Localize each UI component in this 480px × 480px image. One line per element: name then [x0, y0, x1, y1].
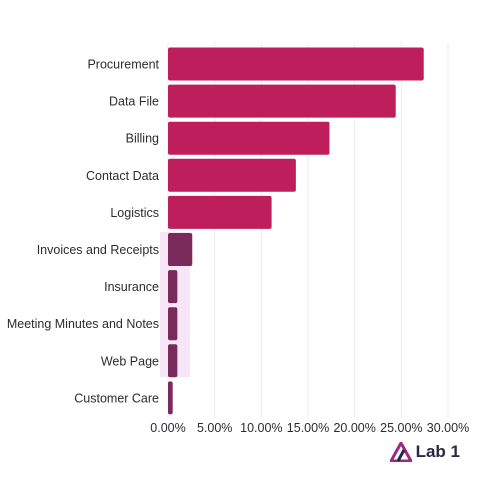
bar: [168, 158, 296, 192]
bar: [168, 381, 173, 415]
bars: [168, 47, 424, 415]
category-label: Invoices and Receipts: [37, 243, 159, 257]
bar: [168, 233, 193, 266]
category-label: Meeting Minutes and Notes: [7, 317, 159, 331]
category-label: Procurement: [87, 58, 159, 72]
bar: [168, 84, 396, 118]
x-tick-label: 15.00%: [287, 421, 329, 435]
category-labels: Procurement Data File Billing Contact Data L…: [7, 58, 160, 406]
category-label: Contact Data: [86, 169, 159, 183]
category-label: Insurance: [104, 280, 159, 294]
x-tick-label: 25.00%: [380, 421, 422, 435]
x-tick-label: 20.00%: [333, 421, 375, 435]
category-label: Billing: [126, 132, 159, 146]
brand-name: Lab 1: [415, 442, 460, 461]
lab-logo-icon: [389, 442, 412, 462]
category-label: Web Page: [101, 354, 159, 368]
category-label: Data File: [109, 95, 159, 109]
x-tick-label: 30.00%: [427, 421, 469, 435]
category-label: Customer Care: [74, 391, 159, 405]
x-tick-labels: 0.00% 5.00% 10.00% 15.00% 20.00% 25.00% 30.00%: [150, 421, 469, 435]
bar: [168, 307, 178, 341]
bar: [168, 344, 178, 378]
x-tick-label: 0.00%: [150, 421, 185, 435]
x-tick-label: 10.00%: [240, 421, 282, 435]
x-tick-label: 5.00%: [197, 421, 232, 435]
bar: [168, 121, 330, 155]
bar: [168, 270, 178, 304]
category-label: Logistics: [110, 206, 159, 220]
bar: [168, 195, 272, 229]
bar: [168, 47, 424, 81]
brand-logo: Lab 1: [389, 442, 460, 462]
